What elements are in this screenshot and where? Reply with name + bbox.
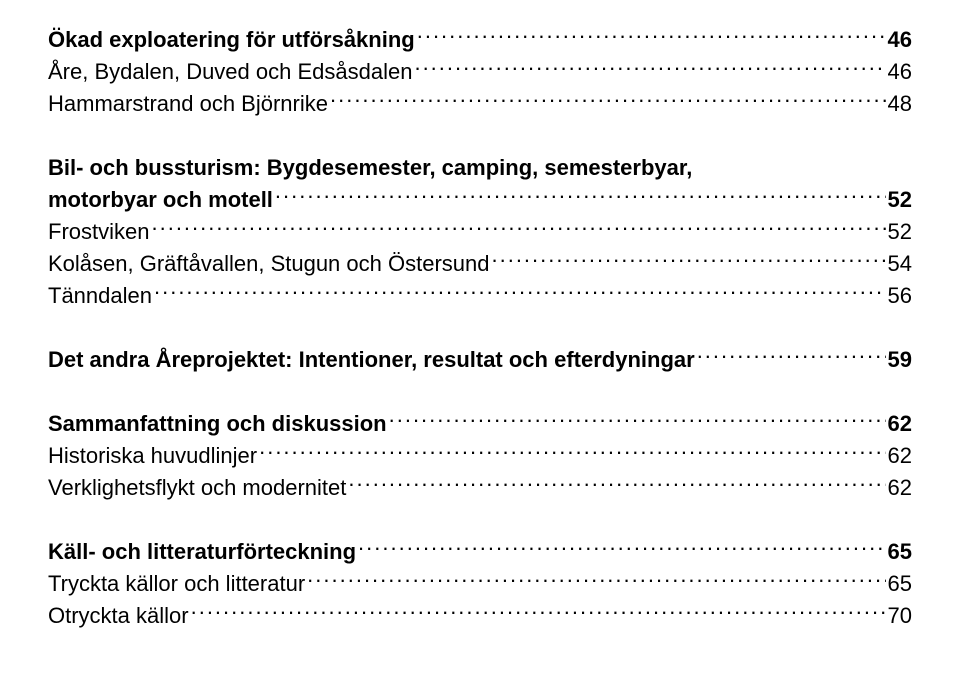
toc-label: Ökad exploatering för utförsåkning <box>48 24 415 56</box>
toc-label: Sammanfattning och diskussion <box>48 408 387 440</box>
toc-leader-dots <box>389 412 886 431</box>
toc-line: Frostviken 52 <box>48 216 912 248</box>
toc-line: Historiska huvudlinjer 62 <box>48 440 912 472</box>
toc-label: Tänndalen <box>48 280 152 312</box>
toc-label: Hammarstrand och Björnrike <box>48 88 328 120</box>
toc-leader-dots <box>358 540 885 559</box>
toc-leader-dots <box>417 28 886 47</box>
toc-gap <box>48 376 912 408</box>
toc-container: Ökad exploatering för utförsåkning46Åre,… <box>0 0 960 664</box>
toc-page-number: 65 <box>888 536 912 568</box>
toc-label: Käll- och litteraturförteckning <box>48 536 356 568</box>
toc-label: Åre, Bydalen, Duved och Edsåsdalen <box>48 56 412 88</box>
toc-page-number: 62 <box>888 408 912 440</box>
toc-line: motorbyar och motell 52 <box>48 184 912 216</box>
toc-page-number: 62 <box>888 472 912 504</box>
toc-line: Tänndalen 56 <box>48 280 912 312</box>
toc-leader-dots <box>191 604 886 623</box>
toc-label: Bil- och bussturism: Bygdesemester, camp… <box>48 152 692 184</box>
toc-page-number: 52 <box>888 216 912 248</box>
toc-leader-dots <box>330 92 886 111</box>
toc-line: Verklighetsflykt och modernitet 62 <box>48 472 912 504</box>
toc-leader-dots <box>154 284 886 303</box>
toc-leader-dots <box>259 444 885 463</box>
toc-leader-dots <box>348 476 885 495</box>
toc-label: Otryckta källor <box>48 600 189 632</box>
toc-page-number: 48 <box>888 88 912 120</box>
toc-line: Det andra Åreprojektet: Intentioner, res… <box>48 344 912 376</box>
toc-page-number: 56 <box>888 280 912 312</box>
toc-gap <box>48 504 912 536</box>
toc-line: Ökad exploatering för utförsåkning 46 <box>48 24 912 56</box>
toc-label: Kolåsen, Gräftåvallen, Stugun och Östers… <box>48 248 489 280</box>
toc-page-number: 52 <box>888 184 912 216</box>
toc-leader-dots <box>414 60 885 79</box>
toc-line: Käll- och litteraturförteckning 65 <box>48 536 912 568</box>
toc-page-number: 46 <box>888 56 912 88</box>
toc-line: Tryckta källor och litteratur 65 <box>48 568 912 600</box>
toc-line: Åre, Bydalen, Duved och Edsåsdalen 46 <box>48 56 912 88</box>
toc-page-number: 65 <box>888 568 912 600</box>
toc-label: Historiska huvudlinjer <box>48 440 257 472</box>
toc-line: Bil- och bussturism: Bygdesemester, camp… <box>48 152 912 184</box>
toc-line: Hammarstrand och Björnrike 48 <box>48 88 912 120</box>
toc-gap <box>48 312 912 344</box>
toc-line: Sammanfattning och diskussion 62 <box>48 408 912 440</box>
toc-label: motorbyar och motell <box>48 184 273 216</box>
toc-leader-dots <box>151 220 885 239</box>
toc-page-number: 62 <box>888 440 912 472</box>
toc-page-number: 54 <box>888 248 912 280</box>
toc-leader-dots <box>491 252 885 271</box>
toc-label: Verklighetsflykt och modernitet <box>48 472 346 504</box>
toc-line: Otryckta källor 70 <box>48 600 912 632</box>
toc-page-number: 59 <box>888 344 912 376</box>
toc-line: Kolåsen, Gräftåvallen, Stugun och Östers… <box>48 248 912 280</box>
toc-gap <box>48 120 912 152</box>
toc-label: Det andra Åreprojektet: Intentioner, res… <box>48 344 695 376</box>
toc-label: Tryckta källor och litteratur <box>48 568 305 600</box>
toc-leader-dots <box>697 348 886 367</box>
toc-label: Frostviken <box>48 216 149 248</box>
toc-leader-dots <box>275 188 886 207</box>
toc-page-number: 46 <box>888 24 912 56</box>
toc-leader-dots <box>307 572 885 591</box>
toc-page-number: 70 <box>888 600 912 632</box>
